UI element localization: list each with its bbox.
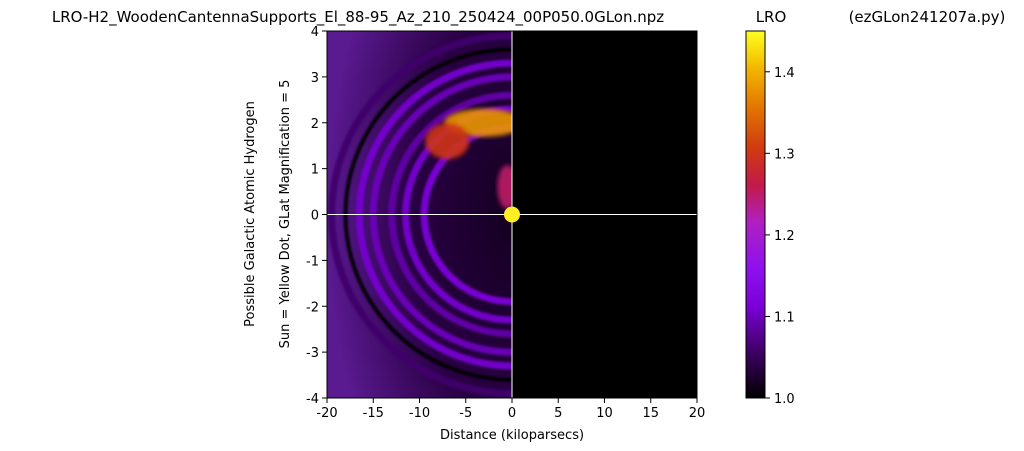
y-tick-label: 1 [311,163,319,178]
y-tick-label: -3 [306,346,319,361]
script-name: (ezGLon241207a.py) [849,8,1006,26]
y-tick-label: -4 [306,392,319,407]
x-tick-label: -15 [363,406,384,421]
hot-region [425,123,470,160]
y-tick-label: -2 [306,300,319,315]
x-tick-label: 10 [596,406,613,421]
x-tick-label: 0 [508,406,516,421]
y-tick-label: 0 [311,209,319,224]
y-axis-label-line-2: Sun = Yellow Dot, GLat Magnification = 5 [278,80,293,349]
chart-title: LRO-H2_WoodenCantennaSupports_El_88-95_A… [52,8,664,27]
y-tick-label: -1 [306,254,319,269]
colorbar-tick-label: 1.1 [774,310,795,325]
y-tick-label: 3 [311,71,319,86]
y-axis-label-line-1: Possible Galactic Atomic Hydrogen [243,101,258,327]
x-tick-label: -5 [459,406,472,421]
x-tick-label: 5 [554,406,562,421]
colorbar-tick-label: 1.4 [774,66,795,81]
y-tick-label: 2 [311,117,319,132]
colorbar [745,30,766,399]
x-tick-label: 15 [642,406,659,421]
y-tick-label: 4 [311,25,319,40]
colorbar-tick-label: 1.2 [774,229,795,244]
x-axis-label: Distance (kiloparsecs) [440,428,584,443]
colorbar-tick-label: 1.3 [774,147,795,162]
x-tick-label: 20 [689,406,706,421]
x-tick-label: -20 [316,406,337,421]
sun-dot [504,206,520,223]
x-tick-label: -10 [409,406,430,421]
colorbar-tick-label: 1.0 [774,392,795,407]
colorbar-title: LRO [756,8,787,26]
hot-region [497,164,513,209]
